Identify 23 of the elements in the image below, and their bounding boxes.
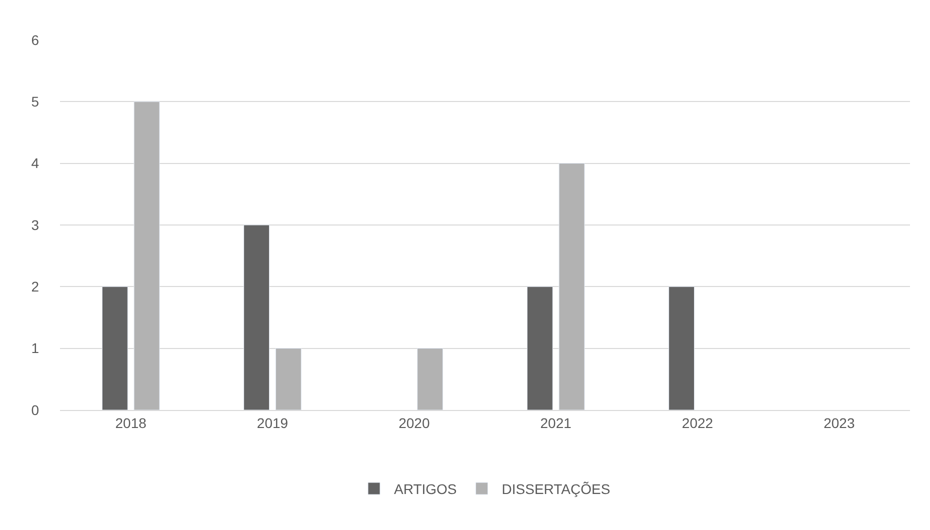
bar: [275, 348, 302, 410]
bar: [244, 224, 270, 410]
x-tick-label: 2023: [824, 414, 855, 431]
x-tick-label: 2019: [256, 414, 288, 431]
x-tick-label: 2020: [398, 414, 430, 431]
y-tick-label: 3: [31, 216, 40, 233]
bar: [102, 286, 128, 410]
bar: [558, 163, 585, 410]
x-tick-label: 2021: [540, 414, 572, 431]
y-tick-label: 1: [31, 340, 40, 356]
bar: [417, 348, 444, 410]
bar: [668, 286, 695, 410]
y-tick-label: 5: [31, 94, 40, 110]
y-tick-label: 4: [31, 155, 40, 172]
legend-label: ARTIGOS: [394, 480, 457, 497]
bar: [134, 101, 160, 410]
legend-label: DISSERTAÇÕES: [502, 480, 610, 497]
x-tick-label: 2022: [682, 414, 714, 431]
x-tick-label: 2018: [115, 414, 147, 431]
bar: [526, 286, 553, 410]
y-tick-label: 6: [31, 32, 40, 48]
y-tick-label: 2: [31, 278, 40, 295]
y-tick-label: 0: [31, 402, 40, 418]
